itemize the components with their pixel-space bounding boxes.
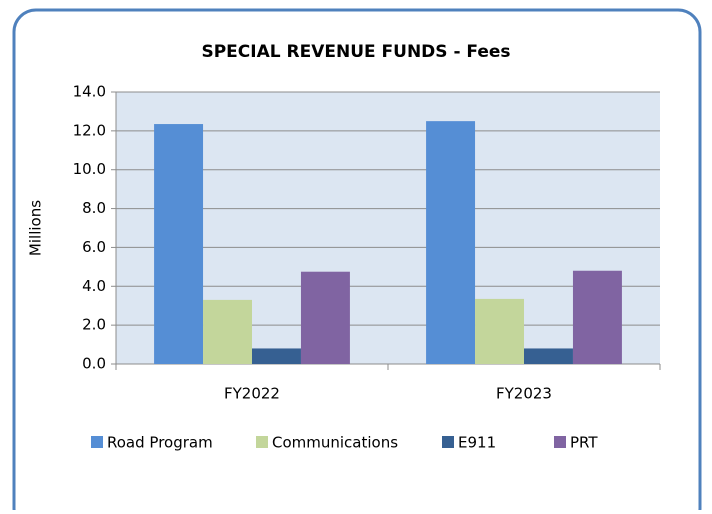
bar xyxy=(300,271,350,364)
y-tick-label: 12.0 xyxy=(73,121,106,139)
y-tick-label: 6.0 xyxy=(82,238,106,256)
y-tick-label: 0.0 xyxy=(82,355,106,373)
y-tick-label: 4.0 xyxy=(82,277,106,295)
y-tick-label: 8.0 xyxy=(82,199,106,217)
bar xyxy=(475,298,524,364)
x-tick-label: FY2023 xyxy=(496,385,552,403)
x-tick-label: FY2022 xyxy=(224,385,280,403)
legend-label: PRT xyxy=(570,434,598,452)
legend-swatch xyxy=(554,436,566,448)
bar xyxy=(203,299,252,364)
legend-swatch xyxy=(91,436,103,448)
legend-label: Road Program xyxy=(107,434,213,452)
y-tick-label: 2.0 xyxy=(82,316,106,334)
y-tick-label: 14.0 xyxy=(73,83,106,101)
legend-swatch xyxy=(442,436,454,448)
legend-label: E911 xyxy=(458,434,496,452)
y-tick-label: 10.0 xyxy=(73,160,106,178)
chart-title: SPECIAL REVENUE FUNDS - Fees xyxy=(201,42,510,62)
bar xyxy=(252,348,301,364)
bar xyxy=(426,121,476,365)
y-axis-label: Millions xyxy=(27,200,45,256)
bar xyxy=(154,124,204,364)
bar xyxy=(524,348,573,364)
legend-label: Communications xyxy=(272,434,398,452)
legend-swatch xyxy=(256,436,268,448)
bar xyxy=(572,270,622,364)
